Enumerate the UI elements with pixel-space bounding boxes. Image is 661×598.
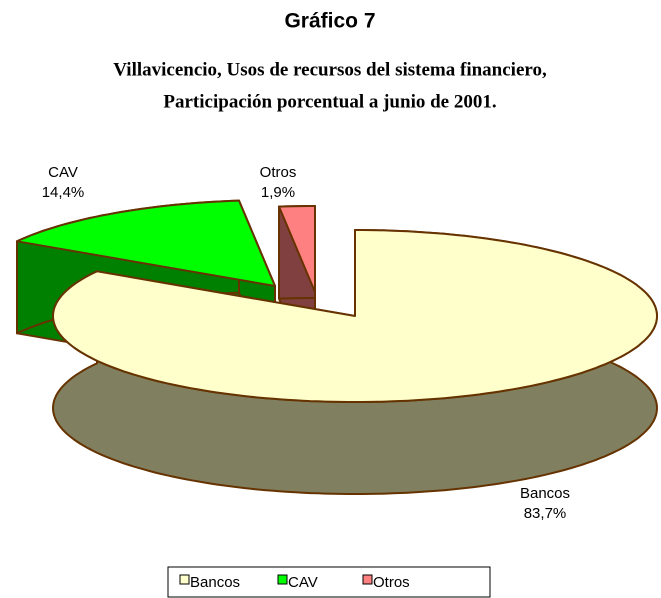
legend-swatch xyxy=(362,574,373,585)
legend-swatch xyxy=(179,574,190,585)
legend-label: CAV xyxy=(288,574,318,591)
chart-subtitle: Villavicencio, Usos de recursos del sist… xyxy=(113,59,547,80)
slice-label: CAV xyxy=(48,164,78,181)
slice xyxy=(52,229,658,495)
chart-subtitle: Participación porcentual a junio de 2001… xyxy=(163,91,496,112)
legend-label: Otros xyxy=(373,574,410,591)
value-label: 83,7% xyxy=(524,505,567,522)
slice-label: Bancos xyxy=(520,485,570,502)
slice-label: Otros xyxy=(260,164,297,181)
legend-label: Bancos xyxy=(190,574,240,591)
slice xyxy=(16,199,276,287)
value-label: 14,4% xyxy=(42,184,85,201)
slice xyxy=(278,205,316,293)
value-label: 1,9% xyxy=(261,184,295,201)
legend-box xyxy=(167,566,491,598)
slice xyxy=(52,229,658,403)
legend-swatch xyxy=(277,574,288,585)
chart-title: Gráfico 7 xyxy=(284,10,375,33)
